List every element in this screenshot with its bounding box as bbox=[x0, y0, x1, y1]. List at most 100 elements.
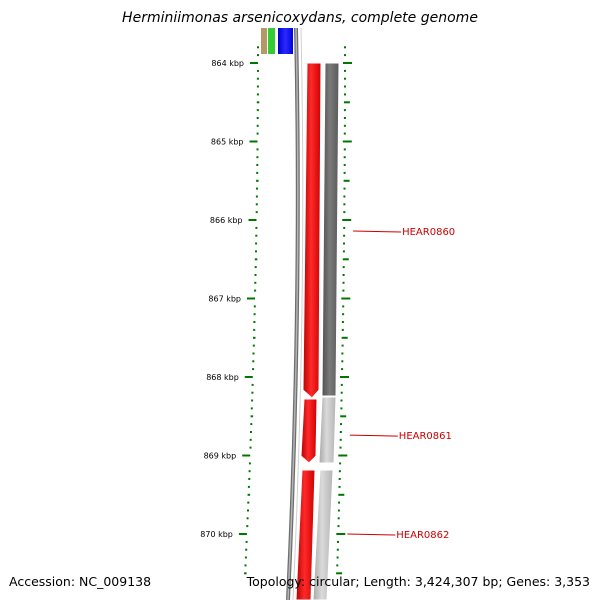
minor-tick-right bbox=[342, 258, 349, 261]
minor-tick-left bbox=[247, 493, 251, 496]
tick-label: 870 kbp bbox=[200, 530, 233, 539]
minor-tick-right bbox=[342, 289, 345, 292]
top-blue-feature[interactable] bbox=[278, 28, 293, 54]
top-tan-feature[interactable] bbox=[261, 28, 267, 54]
minor-tick-left bbox=[257, 69, 259, 72]
minor-tick-right bbox=[340, 423, 342, 426]
minor-tick-right bbox=[336, 556, 339, 559]
minor-tick-left bbox=[256, 179, 259, 182]
minor-tick-right bbox=[343, 117, 346, 119]
backbone bbox=[286, 27, 304, 600]
minor-tick-right bbox=[343, 164, 346, 166]
major-tick-left bbox=[242, 454, 251, 457]
minor-tick-right bbox=[343, 109, 346, 112]
tick-label: 867 kbp bbox=[208, 295, 241, 304]
gene-hear0860-reverse[interactable] bbox=[321, 62, 340, 397]
minor-tick-right bbox=[344, 77, 346, 80]
minor-tick-left bbox=[256, 187, 258, 190]
minor-tick-right bbox=[344, 46, 346, 49]
minor-tick-right bbox=[337, 517, 340, 520]
minor-tick-right bbox=[337, 525, 340, 528]
gene-leader-line bbox=[349, 434, 398, 437]
minor-tick-left bbox=[255, 226, 258, 229]
minor-tick-left bbox=[255, 250, 257, 253]
minor-tick-left bbox=[256, 109, 259, 112]
minor-tick-left bbox=[248, 478, 251, 480]
minor-tick-right bbox=[338, 485, 341, 488]
gene-labels: HEAR0860 HEAR0861 HEAR0862 bbox=[347, 227, 455, 541]
gene-leader-line bbox=[347, 533, 396, 536]
major-tick-right bbox=[343, 62, 352, 64]
minor-tick-right bbox=[339, 438, 342, 441]
minor-tick-right bbox=[343, 132, 346, 135]
minor-tick-left bbox=[249, 438, 252, 441]
scale-ticks: 864 kbp 865 kbp 866 kbp 867 kbp 868 kbp 869 k… bbox=[200, 46, 352, 575]
minor-tick-right bbox=[343, 203, 346, 206]
minor-tick-left bbox=[251, 399, 254, 402]
minor-tick-left bbox=[244, 564, 247, 567]
minor-tick-right bbox=[343, 242, 345, 245]
gene-hear0860-forward[interactable] bbox=[302, 62, 322, 399]
minor-tick-left bbox=[251, 383, 254, 386]
major-tick-left bbox=[247, 297, 255, 300]
tick-label: 864 kbp bbox=[211, 59, 244, 68]
gene-label-hear0862[interactable]: HEAR0862 bbox=[396, 530, 449, 541]
minor-tick-right bbox=[343, 226, 346, 229]
minor-tick-left bbox=[254, 258, 258, 261]
minor-tick-right bbox=[343, 211, 346, 214]
minor-tick-left bbox=[250, 423, 253, 426]
minor-tick-left bbox=[252, 352, 255, 355]
minor-tick-left bbox=[256, 132, 259, 135]
minor-tick-right bbox=[344, 93, 346, 96]
minor-tick-right bbox=[341, 360, 344, 363]
minor-tick-right bbox=[340, 383, 343, 386]
minor-tick-right bbox=[339, 446, 342, 449]
minor-tick-left bbox=[245, 548, 248, 551]
major-tick-left bbox=[248, 219, 257, 221]
gene-hear0862-forward[interactable] bbox=[295, 469, 316, 600]
gene-hear0861-forward[interactable] bbox=[300, 398, 318, 464]
minor-tick-right bbox=[340, 391, 343, 394]
minor-tick-right bbox=[342, 266, 345, 269]
minor-tick-left bbox=[254, 274, 257, 276]
minor-tick-right bbox=[340, 399, 343, 402]
minor-tick-left bbox=[253, 313, 256, 316]
minor-tick-left bbox=[253, 321, 256, 323]
minor-tick-left bbox=[250, 407, 253, 410]
minor-tick-right bbox=[342, 281, 345, 284]
minor-tick-left bbox=[253, 328, 256, 331]
minor-tick-right bbox=[344, 85, 346, 88]
minor-tick-left bbox=[256, 164, 259, 166]
genome-title: Herminiimonas arsenicoxydans, complete g… bbox=[122, 10, 478, 26]
minor-tick-right bbox=[344, 69, 346, 72]
major-tick-right bbox=[340, 376, 349, 378]
minor-tick-right bbox=[341, 328, 344, 331]
minor-tick-left bbox=[256, 117, 259, 119]
minor-tick-left bbox=[257, 46, 259, 49]
minor-tick-right bbox=[336, 548, 339, 551]
gene-label-hear0861[interactable]: HEAR0861 bbox=[399, 431, 452, 442]
minor-tick-left bbox=[255, 211, 258, 214]
minor-tick-right bbox=[338, 478, 341, 480]
tick-label: 869 kbp bbox=[204, 452, 237, 461]
gene-hear0862-reverse[interactable] bbox=[312, 469, 334, 600]
gene-label-hear0860[interactable]: HEAR0860 bbox=[402, 227, 455, 238]
minor-tick-left bbox=[256, 93, 259, 96]
minor-tick-left bbox=[255, 203, 258, 206]
minor-tick-right bbox=[340, 415, 347, 418]
minor-tick-right bbox=[341, 368, 344, 371]
accession-text: Accession: NC_009138 bbox=[9, 574, 152, 589]
backbone-right-edge bbox=[292, 27, 304, 600]
gene-hear0861-reverse[interactable] bbox=[318, 396, 337, 464]
minor-tick-right bbox=[342, 274, 345, 276]
minor-tick-left bbox=[250, 415, 254, 418]
top-green-feature[interactable] bbox=[268, 28, 275, 54]
minor-tick-left bbox=[252, 368, 255, 371]
minor-tick-left bbox=[256, 171, 259, 174]
minor-tick-right bbox=[339, 462, 342, 465]
reverse-strand-track bbox=[312, 62, 340, 600]
minor-tick-right bbox=[341, 336, 348, 339]
minor-tick-right bbox=[342, 250, 345, 253]
minor-tick-left bbox=[245, 540, 248, 543]
